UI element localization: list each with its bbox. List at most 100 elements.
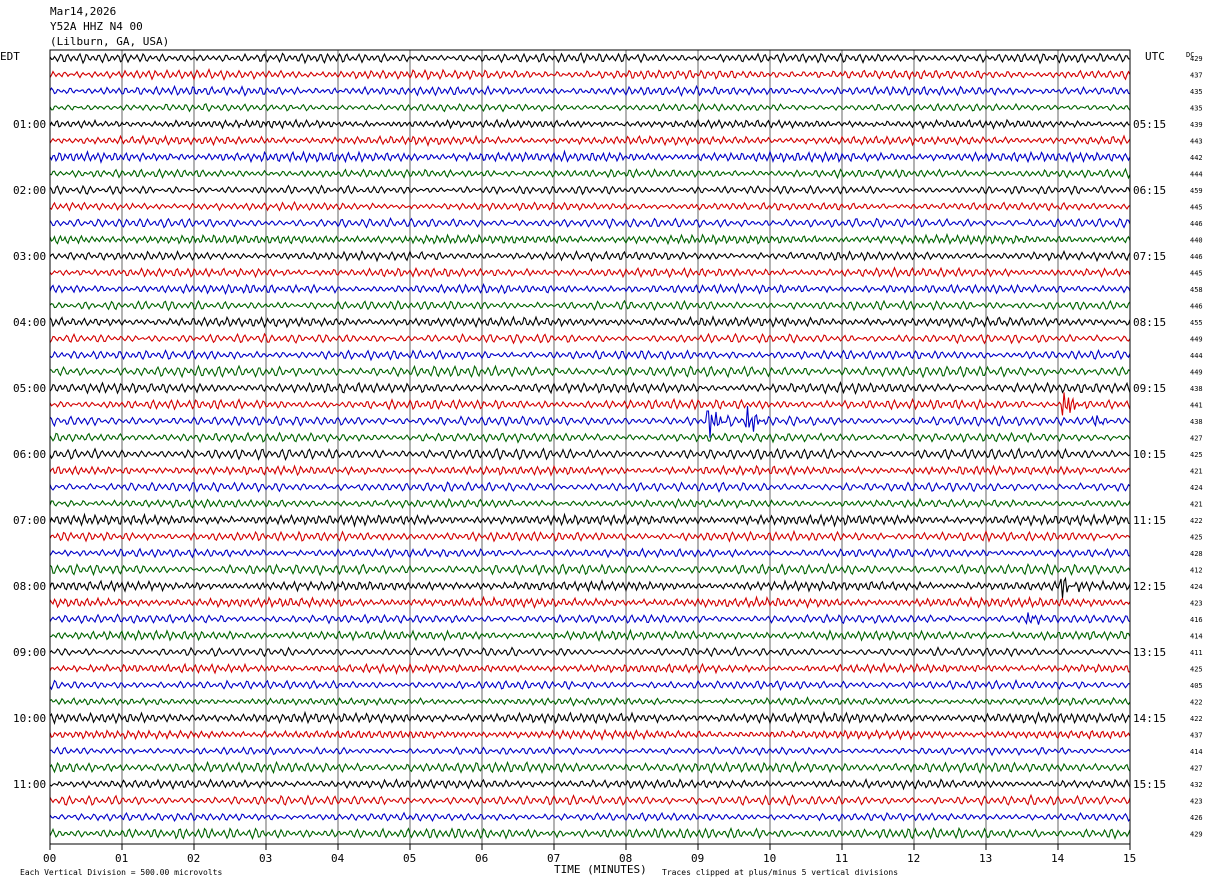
seismic-trace — [49, 778, 1131, 791]
seismic-trace — [49, 710, 1131, 726]
seismic-trace — [49, 332, 1131, 345]
dc-offset-label: 421 — [1190, 468, 1203, 476]
dc-offset-label: 429 — [1190, 831, 1203, 839]
seismic-trace — [49, 84, 1131, 98]
left-hour-label: 11:00 — [13, 778, 46, 791]
dc-offset-label: 422 — [1190, 715, 1203, 723]
seismic-trace — [49, 793, 1131, 807]
dc-offset-label: 428 — [1190, 550, 1203, 558]
dc-offset-label: 443 — [1190, 138, 1203, 146]
dc-label: DC — [1186, 51, 1194, 59]
dc-offset-label: 423 — [1190, 798, 1203, 806]
dc-offset-label: 446 — [1190, 303, 1203, 311]
footer-division: Each Vertical Division = 500.00 microvol… — [20, 868, 222, 877]
x-axis-label: TIME (MINUTES) — [554, 863, 647, 876]
x-tick-label: 06 — [475, 852, 488, 865]
dc-offset-label: 439 — [1190, 121, 1203, 129]
seismic-trace — [49, 167, 1131, 180]
x-tick-label: 09 — [691, 852, 704, 865]
left-hour-label: 08:00 — [13, 580, 46, 593]
trace-group — [49, 51, 1131, 840]
dc-offset-label: 435 — [1190, 88, 1203, 96]
header-date: Mar14,2026 — [50, 5, 116, 18]
dc-offset-label: 437 — [1190, 732, 1203, 740]
x-tick-label: 03 — [259, 852, 272, 865]
x-tick-label: 13 — [979, 852, 992, 865]
seismic-trace — [49, 102, 1131, 113]
x-tick-label: 14 — [1051, 852, 1065, 865]
header-station: Y52A HHZ N4 00 — [50, 20, 143, 33]
x-tick-label: 15 — [1123, 852, 1136, 865]
x-tick-label: 01 — [115, 852, 128, 865]
dc-offset-labels: 429 437 435 435 439 443 442 444 459 445 446 440 446 4… — [1190, 55, 1203, 839]
seismic-trace — [49, 266, 1131, 279]
seismic-trace — [49, 118, 1131, 130]
x-tick-label: 00 — [43, 852, 56, 865]
dc-offset-label: 429 — [1190, 55, 1203, 63]
dc-offset-label: 458 — [1190, 286, 1203, 294]
dc-offset-label: 427 — [1190, 435, 1203, 443]
x-tick-label: 04 — [331, 852, 345, 865]
right-hour-label: 14:15 — [1133, 712, 1166, 725]
seismic-trace — [49, 746, 1131, 757]
seismic-trace — [49, 512, 1131, 528]
dc-offset-label: 422 — [1190, 699, 1203, 707]
x-tick-label: 12 — [907, 852, 920, 865]
left-hour-label: 06:00 — [13, 448, 46, 461]
seismic-trace — [49, 481, 1131, 493]
seismic-trace — [49, 826, 1131, 840]
dc-offset-label: 427 — [1190, 765, 1203, 773]
seismic-trace — [49, 134, 1131, 147]
seismic-trace — [49, 562, 1131, 577]
dc-offset-label: 459 — [1190, 187, 1203, 195]
seismic-trace — [49, 431, 1131, 444]
dc-offset-label: 449 — [1190, 369, 1203, 377]
dc-offset-label: 444 — [1190, 352, 1203, 360]
dc-offset-label: 445 — [1190, 204, 1203, 212]
seismic-trace — [49, 249, 1131, 263]
dc-offset-label: 426 — [1190, 814, 1203, 822]
seismic-trace — [49, 348, 1131, 362]
dc-offset-label: 441 — [1190, 402, 1203, 410]
plot-frame — [49, 49, 1131, 845]
x-tick-label: 05 — [403, 852, 416, 865]
x-tick-label: 08 — [619, 852, 632, 865]
dc-offset-label: 422 — [1190, 517, 1203, 525]
left-zone-label: EDT — [0, 50, 20, 63]
right-hour-label: 12:15 — [1133, 580, 1166, 593]
dc-offset-label: 438 — [1190, 418, 1203, 426]
seismic-trace — [49, 149, 1131, 165]
seismic-trace — [49, 464, 1131, 477]
dc-offset-label: 435 — [1190, 105, 1203, 113]
seismic-trace — [49, 811, 1131, 823]
right-zone-label: UTC — [1145, 50, 1165, 63]
dc-offset-label: 425 — [1190, 451, 1203, 459]
left-hour-label: 09:00 — [13, 646, 46, 659]
right-hour-label: 09:15 — [1133, 382, 1166, 395]
dc-offset-label: 442 — [1190, 154, 1203, 162]
seismic-trace — [49, 216, 1131, 230]
right-hour-label: 08:15 — [1133, 316, 1166, 329]
seismic-trace — [49, 406, 1131, 438]
dc-offset-label: 432 — [1190, 781, 1203, 789]
dc-offset-label: 444 — [1190, 171, 1203, 179]
dc-offset-label: 446 — [1190, 253, 1203, 261]
dc-offset-label: 421 — [1190, 501, 1203, 509]
seismic-trace — [49, 447, 1131, 461]
seismic-trace — [49, 646, 1131, 658]
x-axis-ticks: 00 01 02 03 04 05 06 07 08 09 10 11 12 13 14 15 — [43, 844, 1136, 865]
right-hour-label: 05:15 — [1133, 118, 1166, 131]
dc-offset-label: 423 — [1190, 600, 1203, 608]
seismic-trace — [49, 678, 1131, 691]
seismic-trace — [49, 392, 1131, 416]
dc-offset-label: 414 — [1190, 748, 1203, 756]
left-hour-label: 02:00 — [13, 184, 46, 197]
minute-grid — [121, 50, 1059, 844]
left-hour-label: 10:00 — [13, 712, 46, 725]
seismic-trace — [49, 547, 1131, 559]
footer-clip-note: Traces clipped at plus/minus 5 vertical … — [662, 868, 898, 877]
dc-offset-label: 425 — [1190, 666, 1203, 674]
seismic-trace — [49, 576, 1131, 599]
